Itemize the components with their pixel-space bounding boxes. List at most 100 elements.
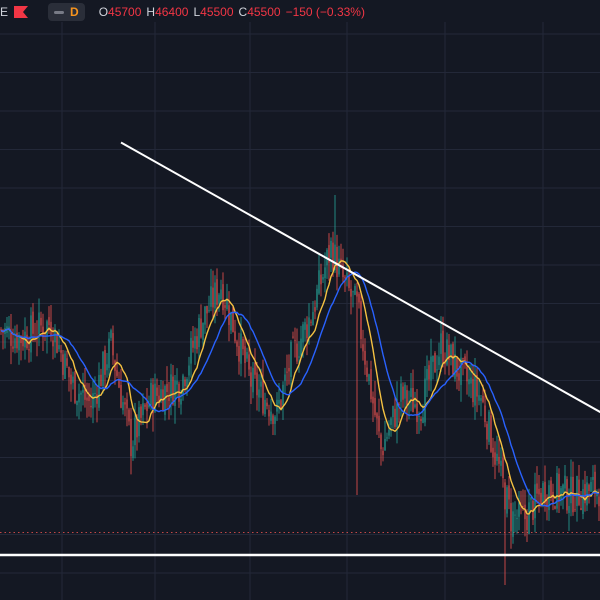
candle-body — [542, 483, 544, 502]
open-value: 45700 — [108, 5, 142, 19]
candle-body — [566, 479, 568, 511]
candle-body — [370, 369, 372, 400]
candle-body — [212, 287, 214, 308]
candle-body — [492, 447, 494, 458]
candle-body — [290, 342, 292, 377]
candle-body — [442, 330, 444, 364]
candle-body — [462, 358, 464, 360]
candle-body — [148, 403, 150, 407]
candle-body — [560, 488, 562, 500]
candle-body — [264, 399, 266, 415]
candle-body — [144, 404, 146, 407]
candle-body — [118, 379, 120, 388]
candle-body — [172, 376, 174, 405]
candle-body — [472, 378, 474, 403]
candle-body — [260, 381, 262, 387]
interval-button[interactable]: D — [48, 3, 85, 21]
candle-body — [106, 364, 108, 371]
candle-body — [158, 395, 160, 404]
candle-body — [510, 503, 512, 532]
candle-body — [278, 400, 280, 404]
high-label: H — [146, 5, 156, 19]
candle-body — [334, 244, 336, 270]
candle-body — [102, 351, 104, 387]
interval-label: D — [70, 5, 79, 19]
candle-body — [368, 374, 370, 381]
candle-body — [346, 272, 348, 279]
candle-body — [140, 406, 142, 418]
candle-body — [160, 389, 162, 402]
candle-body — [168, 397, 170, 401]
candle-body — [126, 399, 128, 409]
candle-body — [420, 419, 422, 422]
candle-body — [188, 365, 190, 376]
candle-body — [156, 387, 158, 396]
candle-body — [286, 371, 288, 373]
candle-body — [552, 491, 554, 503]
candle-body — [62, 354, 64, 375]
candle-body — [332, 242, 334, 271]
drawings[interactable] — [0, 141, 600, 557]
candle-body — [364, 350, 366, 365]
candle-body — [120, 384, 122, 408]
ohlc-legend: E D O 45700 H 46400 L 45500 C 45500 −150… — [0, 2, 365, 22]
candle-body — [16, 332, 18, 349]
candle-body — [42, 326, 44, 338]
candle-body — [244, 346, 246, 364]
candle-body — [490, 415, 492, 452]
candle-body — [308, 317, 310, 339]
candle-body — [352, 291, 354, 293]
candle-body — [586, 482, 588, 506]
candle-body — [82, 389, 84, 393]
candle-body — [378, 415, 380, 432]
candle-body — [550, 480, 552, 496]
candle-body — [200, 318, 202, 338]
candle-body — [406, 390, 408, 406]
candle-body — [484, 405, 486, 423]
candle-body — [466, 366, 468, 382]
candle-body — [524, 504, 526, 520]
candle-body — [526, 515, 528, 531]
candle-body — [214, 282, 216, 309]
candle-body — [446, 339, 448, 365]
candle-body — [320, 274, 322, 285]
candle-body — [0, 329, 2, 331]
candle-body — [242, 338, 244, 350]
close-value: 45500 — [247, 5, 281, 19]
candle-body — [562, 484, 564, 493]
candle-body — [568, 506, 570, 513]
candle-body — [248, 354, 250, 370]
candle-body — [454, 353, 456, 379]
candle-body — [68, 366, 70, 378]
candle-body — [452, 343, 454, 376]
candle-body — [170, 374, 172, 399]
symbol-name[interactable]: E — [0, 5, 9, 19]
red-flag-icon[interactable] — [14, 6, 29, 18]
candle-body — [254, 362, 256, 375]
candle-body — [404, 384, 406, 399]
candle-body — [22, 338, 24, 347]
close-label: C — [238, 5, 248, 19]
candle-body — [580, 508, 582, 511]
candle-body — [456, 357, 458, 377]
candle-body — [434, 353, 436, 373]
candle-body — [306, 324, 308, 339]
candle-body — [166, 384, 168, 393]
candle-body — [500, 460, 502, 466]
candle-body — [310, 321, 312, 323]
candle-body — [218, 294, 220, 304]
candle-body — [438, 356, 440, 366]
candle-body — [284, 374, 286, 381]
candle-body — [578, 479, 580, 505]
candle-body — [122, 402, 124, 411]
candle-body — [582, 488, 584, 515]
candle-body — [480, 398, 482, 401]
collapse-icon — [54, 10, 65, 14]
candle-body — [380, 434, 382, 450]
candle-body — [382, 450, 384, 456]
candle-body — [52, 340, 54, 347]
candle-body — [10, 331, 12, 346]
candle-body — [270, 411, 272, 421]
